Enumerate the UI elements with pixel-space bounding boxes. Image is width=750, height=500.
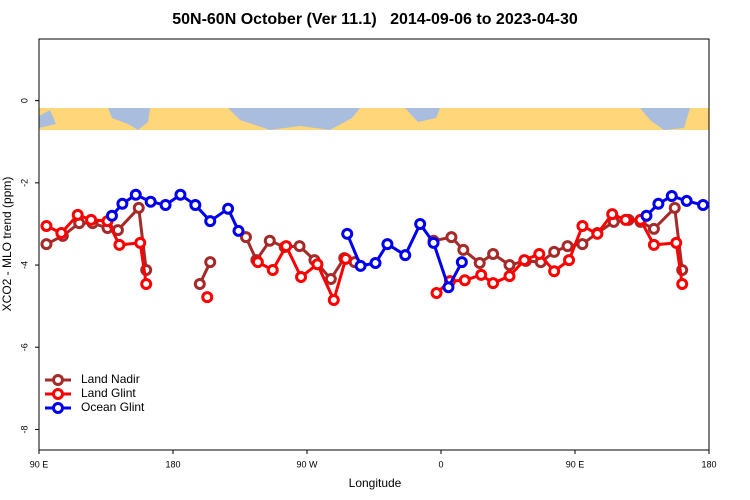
data-point	[144, 195, 157, 208]
y-tick-label: -2	[19, 179, 29, 187]
data-point	[140, 277, 153, 290]
data-point	[576, 238, 589, 251]
data-point	[295, 270, 308, 283]
data-point	[487, 247, 500, 260]
data-point	[129, 188, 142, 201]
data-point	[533, 247, 546, 260]
data-point	[85, 213, 98, 226]
data-point	[251, 256, 264, 269]
data-point	[563, 254, 576, 267]
data-point	[263, 234, 276, 247]
legend-marker	[52, 388, 64, 400]
data-point	[591, 227, 604, 240]
data-point	[518, 254, 531, 267]
data-point	[680, 194, 693, 207]
data-point	[174, 188, 187, 201]
data-point	[576, 220, 589, 233]
data-point	[266, 263, 279, 276]
data-point	[193, 277, 206, 290]
x-tick-label: 0	[438, 459, 443, 469]
x-axis-label: Longitude	[349, 476, 402, 490]
data-point	[427, 236, 440, 249]
data-point	[647, 222, 660, 235]
y-tick-label: -4	[19, 261, 29, 269]
data-point	[458, 274, 471, 287]
legend-marker	[52, 402, 64, 414]
data-point	[473, 256, 486, 269]
data-point	[113, 238, 126, 251]
data-point	[293, 240, 306, 253]
data-point	[369, 256, 382, 269]
data-point	[399, 249, 412, 262]
data-point	[40, 238, 53, 251]
data-point	[189, 199, 202, 212]
data-point	[381, 238, 394, 251]
data-point	[640, 209, 653, 222]
x-tick-label: 180	[701, 459, 716, 469]
data-point	[159, 199, 172, 212]
map-strip	[39, 108, 709, 130]
data-point	[414, 217, 427, 230]
data-point	[324, 273, 337, 286]
data-point	[561, 240, 574, 253]
y-tick-label: -6	[19, 343, 29, 351]
data-point	[475, 268, 488, 281]
data-point	[430, 286, 443, 299]
data-point	[222, 202, 235, 215]
y-tick-label: -8	[19, 425, 29, 433]
data-point	[134, 236, 147, 249]
data-point	[311, 258, 324, 271]
data-point	[548, 265, 561, 278]
data-point	[204, 256, 217, 269]
data-point	[71, 208, 84, 221]
data-point	[132, 201, 145, 214]
plot-frame	[38, 38, 710, 451]
data-point	[55, 226, 68, 239]
data-point	[606, 208, 619, 221]
data-point	[40, 220, 53, 233]
data-point	[548, 245, 561, 258]
data-point	[487, 277, 500, 290]
chart-title: 50N-60N October (Ver 11.1) 2014-09-06 to…	[172, 11, 578, 28]
x-tick-label: 180	[165, 459, 180, 469]
data-point	[232, 224, 245, 237]
data-point	[665, 190, 678, 203]
series-line	[45, 204, 684, 285]
x-tick-label: 90 W	[296, 459, 318, 469]
data-point	[647, 238, 660, 251]
data-point	[201, 291, 214, 304]
legend-label: Ocean Glint	[81, 400, 145, 414]
data-point	[668, 201, 681, 214]
x-tick-label: 90 E	[566, 459, 585, 469]
data-point	[445, 231, 458, 244]
data-point	[116, 197, 129, 210]
x-tick-label: 90 E	[30, 459, 49, 469]
data-point	[697, 199, 710, 212]
legend-marker	[52, 374, 64, 386]
data-point	[652, 197, 665, 210]
data-point	[503, 259, 516, 272]
y-axis-label: XCO2 - MLO trend (ppm)	[0, 177, 14, 312]
legend-label: Land Nadir	[81, 372, 140, 386]
data-point	[105, 209, 118, 222]
data-point	[327, 293, 340, 306]
data-point	[341, 227, 354, 240]
data-point	[239, 231, 252, 244]
data-point	[503, 270, 516, 283]
legend-label: Land Glint	[81, 386, 136, 400]
data-point	[455, 256, 468, 269]
y-tick-label: 0	[19, 98, 29, 103]
data-point	[676, 277, 689, 290]
data-point	[339, 252, 352, 265]
data-point	[457, 243, 470, 256]
data-point	[619, 213, 632, 226]
data-point	[442, 281, 455, 294]
data-point	[204, 215, 217, 228]
data-point	[280, 240, 293, 253]
data-point	[354, 259, 367, 272]
data-point	[670, 236, 683, 249]
